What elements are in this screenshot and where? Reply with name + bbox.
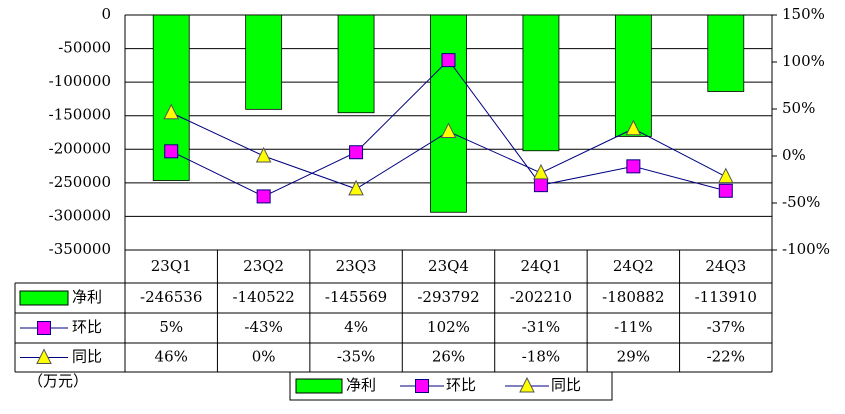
bar: [337, 14, 375, 114]
x-tick-label: 24Q2: [613, 257, 654, 275]
table-cell: 46%: [155, 348, 188, 366]
marker: [533, 163, 549, 180]
y-tick-label: -200000: [49, 139, 111, 157]
bar: [614, 14, 652, 137]
marker: [255, 146, 272, 163]
table-cell: 0%: [252, 348, 276, 366]
legend-key: [519, 376, 535, 393]
table-cell: -11%: [614, 318, 652, 336]
table-cell: -145569: [325, 288, 387, 306]
marker: [718, 183, 733, 198]
legend-key: [295, 378, 343, 394]
table-cell: -35%: [337, 348, 375, 366]
x-tick-label: 23Q3: [336, 257, 377, 275]
marker: [349, 145, 364, 160]
marker: [625, 119, 642, 136]
y2-tick-label: -50%: [782, 193, 820, 211]
x-tick-label: 24Q3: [705, 257, 746, 275]
y-tick-label: -100000: [49, 72, 111, 90]
marker: [533, 178, 548, 193]
y-tick-label: -150000: [49, 106, 111, 124]
table-cell: -37%: [707, 318, 745, 336]
bar: [707, 14, 745, 92]
y2-tick-label: 0%: [782, 146, 806, 164]
x-tick-label: 24Q1: [520, 257, 561, 275]
table-cell: 5%: [159, 318, 183, 336]
x-tick-label: 23Q2: [243, 257, 284, 275]
table-cell: 29%: [617, 348, 650, 366]
row-label: 净利: [72, 288, 102, 306]
y2-tick-label: 50%: [782, 99, 815, 117]
y-tick-label: -50000: [58, 39, 111, 57]
legend-label: 环比: [446, 376, 476, 394]
table-cell: 102%: [427, 318, 470, 336]
y-tick-label: -350000: [49, 240, 111, 258]
y2-tick-label: -100%: [782, 240, 830, 258]
y-tick-label: -250000: [49, 173, 111, 191]
marker: [441, 53, 456, 68]
row-label: 环比: [72, 318, 102, 336]
y-tick-label: -300000: [49, 206, 111, 224]
x-tick-label: 23Q1: [151, 257, 192, 275]
table-cell: 26%: [432, 348, 465, 366]
bar: [522, 14, 560, 152]
table-cell: -22%: [707, 348, 745, 366]
row-label: 同比: [72, 348, 102, 366]
table-cell: -18%: [522, 348, 560, 366]
table-cell: -293792: [417, 288, 479, 306]
table-cell: -246536: [140, 288, 202, 306]
marker: [440, 122, 457, 139]
table-cell: -31%: [522, 318, 560, 336]
marker: [717, 167, 734, 184]
legend-label: 净利: [346, 376, 376, 394]
y2-tick-label: 150%: [782, 5, 825, 23]
legend-key: [19, 290, 69, 306]
y-tick-label: 0: [101, 5, 111, 23]
table-cell: 4%: [344, 318, 368, 336]
marker: [256, 189, 271, 204]
marker: [163, 103, 180, 120]
legend-key: [415, 379, 429, 393]
marker: [164, 144, 179, 159]
legend-label: 同比: [551, 376, 581, 394]
legend-key: [36, 348, 52, 364]
y2-tick-label: 100%: [782, 52, 825, 70]
bar: [430, 14, 467, 213]
table-cell: -180882: [602, 288, 664, 306]
x-tick-label: 23Q4: [428, 257, 469, 275]
marker: [626, 159, 641, 174]
legend-key: [37, 321, 51, 335]
table-cell: -113910: [695, 288, 757, 306]
table-cell: -43%: [244, 318, 282, 336]
table-cell: -202210: [510, 288, 572, 306]
marker: [348, 179, 364, 196]
table-cell: -140522: [232, 288, 294, 306]
unit-label: （万元）: [28, 372, 88, 390]
bar: [245, 14, 283, 110]
